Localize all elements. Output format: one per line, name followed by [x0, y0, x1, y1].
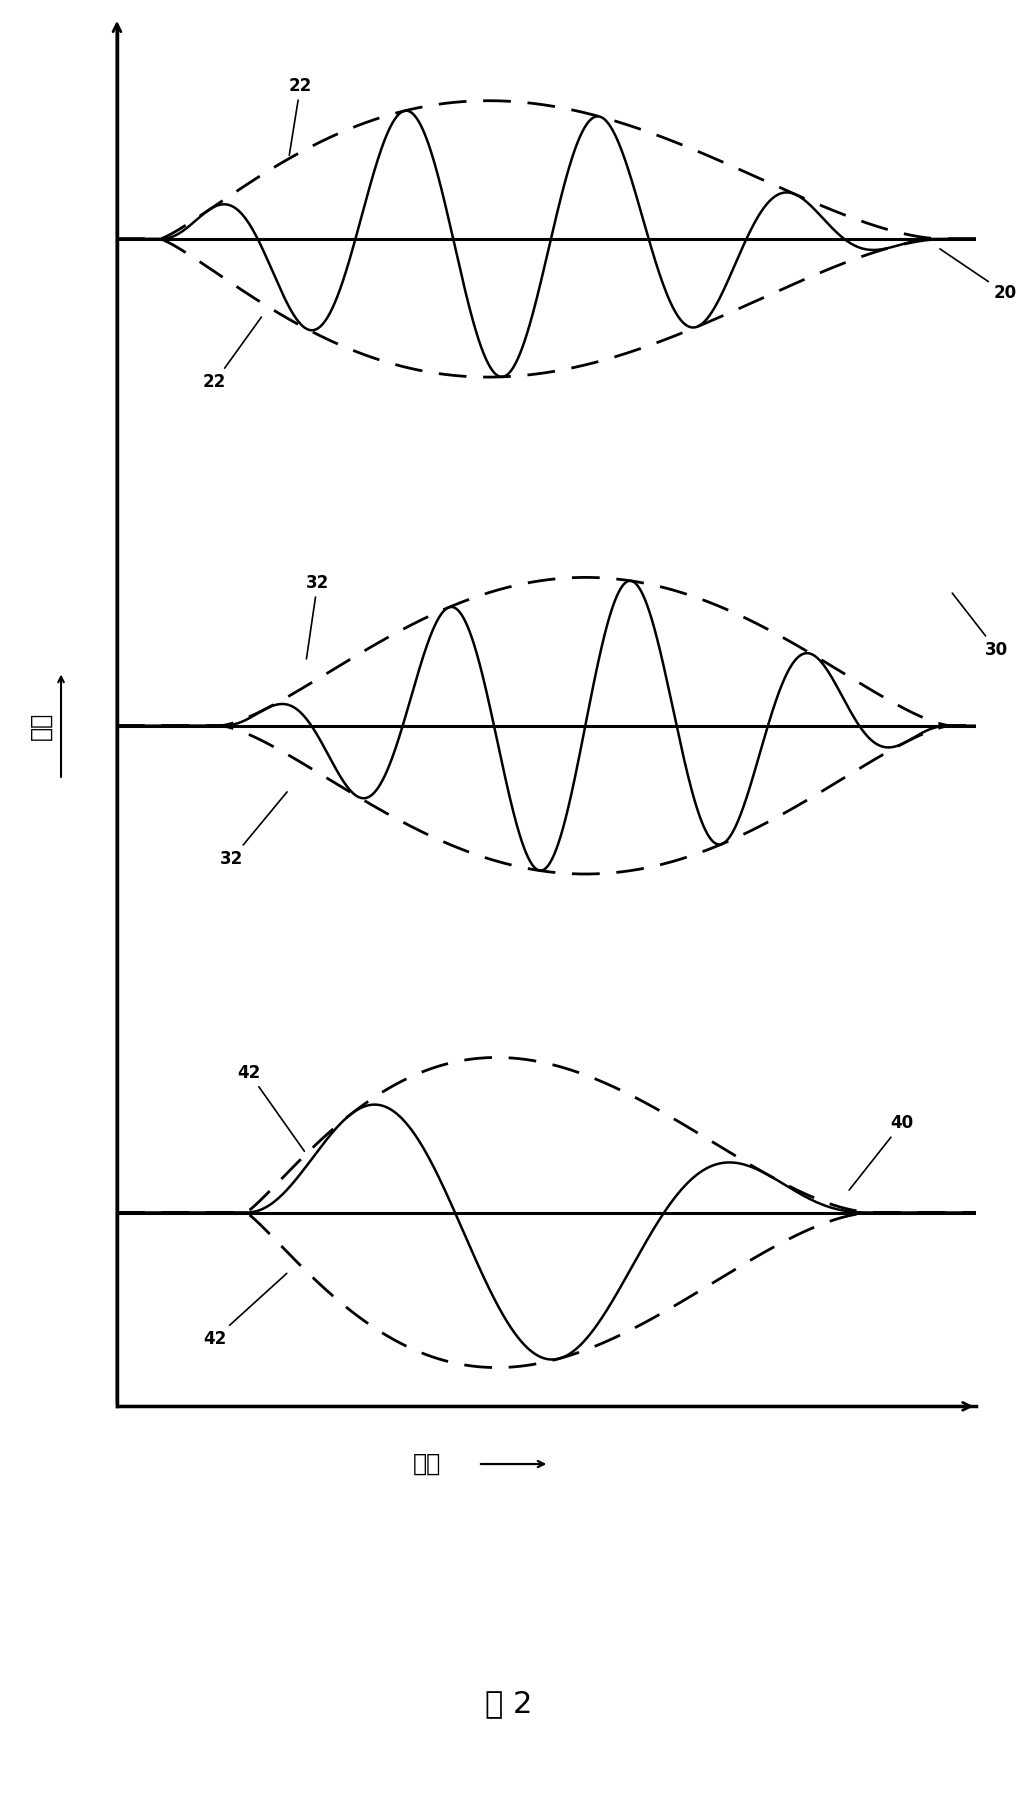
- Text: 波幅: 波幅: [28, 712, 53, 739]
- Text: 22: 22: [203, 317, 261, 391]
- Text: 40: 40: [849, 1114, 913, 1190]
- Text: 32: 32: [220, 792, 287, 867]
- Text: 30: 30: [952, 593, 1008, 658]
- Text: 42: 42: [203, 1273, 287, 1349]
- Text: 32: 32: [306, 573, 330, 658]
- Text: 42: 42: [237, 1064, 304, 1152]
- Text: 图 2: 图 2: [485, 1689, 532, 1718]
- Text: 20: 20: [940, 249, 1017, 301]
- Text: 22: 22: [289, 76, 312, 155]
- Text: 时间: 时间: [413, 1451, 441, 1477]
